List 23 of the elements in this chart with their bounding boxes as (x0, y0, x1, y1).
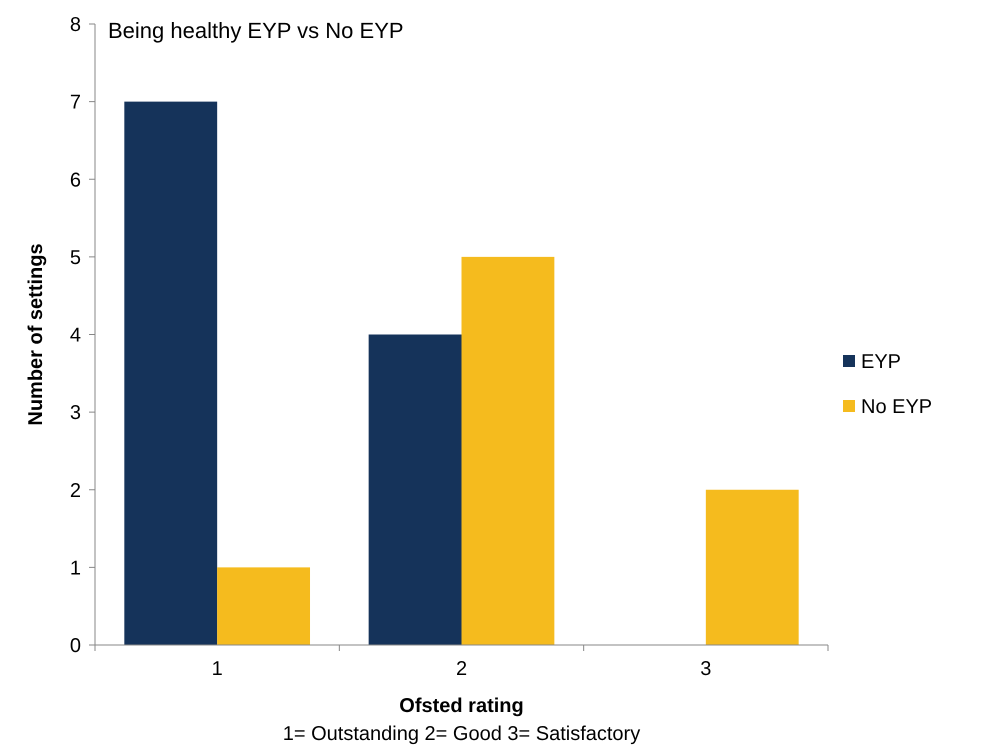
bar (462, 256, 554, 645)
bar (217, 567, 310, 645)
bar (368, 334, 462, 645)
chart-title: Being healthy EYP vs No EYP (108, 18, 404, 43)
y-tick-label: 7 (70, 92, 81, 114)
y-axis-title: Number of settings (25, 243, 47, 426)
text: 1= Outstanding 2= Good 3= Satisfactory (282, 723, 640, 745)
x-tick-label: 1 (212, 658, 223, 680)
x-tick-label: 2 (456, 658, 468, 680)
bar (706, 490, 799, 645)
x-tick-label: 3 (700, 658, 712, 680)
legend-label: EYP (861, 351, 902, 373)
y-tick-label: 1 (70, 557, 81, 580)
bar (124, 102, 218, 645)
legend-label: No EYP (861, 396, 932, 418)
y-tick-label: 3 (70, 402, 81, 424)
y-tick-label: 0 (70, 635, 81, 657)
y-tick-label: 6 (70, 169, 81, 192)
x-axis-title: Ofsted rating (399, 695, 524, 717)
y-tick-label: 5 (70, 246, 81, 269)
y-tick-label: 4 (70, 324, 81, 346)
y-tick-label: 2 (70, 480, 81, 502)
y-tick-label: 8 (70, 14, 81, 36)
